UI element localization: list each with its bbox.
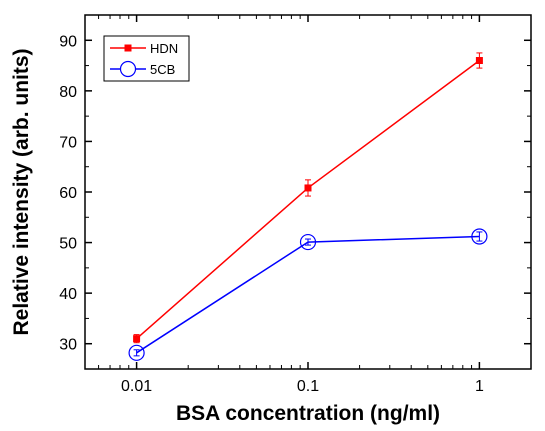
y-tick-label: 50 — [59, 236, 77, 253]
marker-hdn — [304, 184, 312, 192]
series-5cb — [128, 228, 488, 361]
x-tick-label: 0.01 — [121, 378, 152, 395]
legend-label-hdn: HDN — [150, 41, 178, 56]
marker-5cb — [128, 344, 145, 361]
y-axis-title: Relative intensity (arb. units) — [10, 48, 33, 335]
y-tick-label: 70 — [59, 134, 77, 151]
marker-hdn — [475, 57, 483, 65]
x-axis-ticks: 0.01 0.1 1 — [98, 15, 484, 395]
x-axis-title: BSA concentration (ng/ml) — [176, 402, 440, 425]
y-tick-label: 80 — [59, 84, 77, 101]
legend-marker-hdn — [124, 44, 132, 52]
marker-5cb — [299, 233, 317, 251]
y-tick-label: 90 — [59, 33, 77, 50]
x-tick-label: 0.1 — [297, 378, 319, 395]
legend-box — [103, 35, 190, 82]
legend-marker-5cb — [119, 60, 137, 78]
x-tick-label: 1 — [475, 378, 484, 395]
y-axis-ticks: 30 40 50 60 70 80 90 — [59, 33, 531, 354]
y-tick-label: 60 — [59, 185, 77, 202]
series-line-5cb — [136, 235, 480, 354]
series-line-hdn — [136, 59, 480, 340]
legend-label-5cb: 5CB — [150, 62, 175, 77]
marker-5cb — [471, 228, 488, 245]
series-layer — [128, 52, 488, 361]
marker-hdn — [133, 335, 141, 343]
legend: HDN 5CB — [103, 35, 190, 82]
y-tick-label: 40 — [59, 286, 77, 303]
y-tick-label: 30 — [59, 337, 77, 354]
series-hdn — [133, 52, 483, 344]
